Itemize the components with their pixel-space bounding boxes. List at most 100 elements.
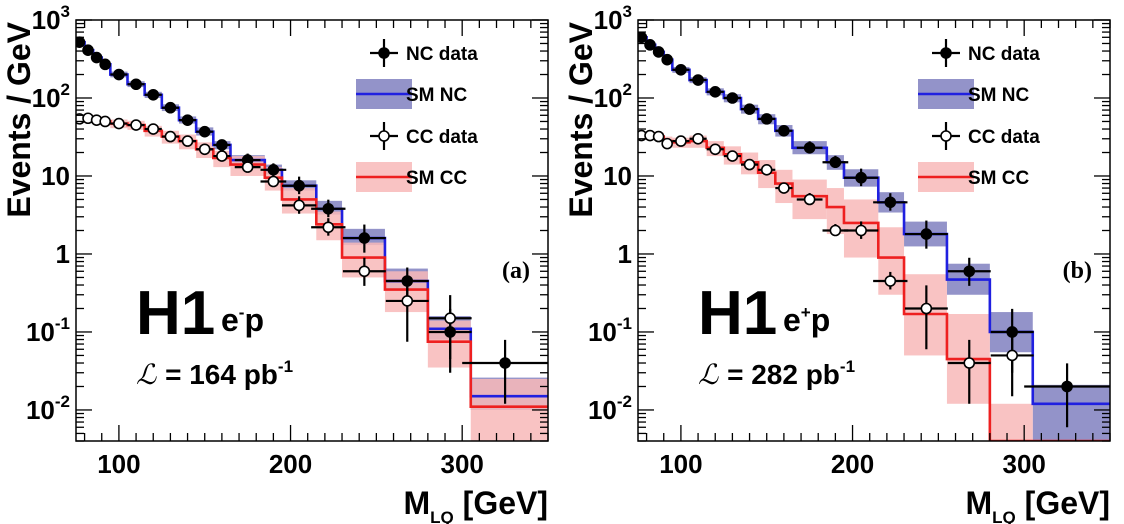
data-point [904, 285, 948, 350]
data-point [758, 113, 776, 125]
luminosity-label: ℒ = 164 pb-1 [136, 357, 293, 391]
y-tick-label: 10 [603, 161, 632, 191]
data-point [90, 114, 103, 126]
data-point [689, 74, 707, 86]
marker [322, 221, 335, 234]
marker [267, 164, 280, 176]
marker [778, 182, 790, 194]
legend-item: SM CC [356, 162, 468, 192]
legend-item: SM CC [918, 162, 1030, 192]
marker [130, 78, 142, 91]
marker [726, 92, 739, 104]
data-point [652, 130, 665, 143]
x-tick-label: 300 [1002, 449, 1045, 479]
x-axis-label: MLQ [GeV] [404, 485, 549, 524]
beam-label: e+p [783, 302, 830, 338]
panel-label: (b) [1063, 258, 1092, 284]
marker [322, 202, 335, 215]
data-point [99, 115, 111, 128]
marker [855, 224, 867, 237]
data-point [843, 168, 879, 187]
y-tick-label: 10 [41, 161, 70, 191]
data-point [822, 224, 849, 237]
data-point [127, 78, 145, 91]
marker [963, 357, 976, 369]
marker [358, 265, 371, 278]
data-point [740, 158, 759, 171]
marker [675, 63, 687, 76]
data-point [144, 88, 162, 101]
marker [90, 51, 103, 64]
data-point [110, 68, 128, 81]
marker [216, 150, 228, 162]
marker [99, 58, 111, 71]
x-tick-label: 200 [269, 449, 312, 479]
data-point [672, 135, 690, 147]
data-point [281, 196, 317, 214]
marker [884, 196, 897, 209]
data-point [873, 271, 908, 290]
marker [130, 119, 142, 131]
marker [709, 143, 722, 156]
data-point [213, 150, 231, 162]
legend-label: NC data [968, 44, 1040, 65]
marker [661, 137, 673, 150]
data-point [110, 117, 128, 130]
data-point [90, 51, 103, 64]
legend: NC data SM NC CC data SM CC [918, 39, 1040, 192]
marker [675, 135, 687, 147]
data-point [99, 58, 111, 71]
legend-item: SM NC [918, 79, 1030, 109]
marker [293, 199, 305, 212]
marker [241, 161, 254, 173]
marker [709, 86, 722, 98]
band-sm-cc [76, 114, 548, 441]
data-point [843, 221, 879, 239]
marker [164, 130, 177, 143]
data-point [127, 119, 145, 131]
experiment-name: H1 [698, 279, 777, 348]
marker [644, 39, 656, 51]
marker [113, 117, 125, 130]
panel-label: (a) [502, 258, 530, 284]
x-axis-label: MLQ [GeV] [966, 485, 1111, 524]
marker [760, 164, 773, 176]
y-tick-label: 1 [618, 239, 632, 269]
data-point [178, 135, 197, 147]
y-tick-label: 10-1 [588, 314, 632, 347]
marker [803, 193, 816, 206]
marker [884, 275, 897, 287]
marker [963, 265, 976, 278]
data-point [82, 44, 94, 57]
marker [652, 130, 665, 143]
y-tick-label: 102 [594, 80, 632, 113]
legend-marker [378, 47, 390, 59]
legend-marker [378, 130, 390, 142]
marker [147, 123, 160, 135]
legend-marker [940, 130, 952, 142]
data-point [161, 130, 179, 143]
marker [743, 158, 756, 171]
data-point [342, 224, 386, 253]
experiment-name: H1 [136, 279, 215, 348]
y-tick-label: 10-2 [588, 392, 632, 425]
marker [293, 179, 305, 192]
data-point [281, 176, 317, 195]
marker [198, 125, 211, 138]
data-point [342, 257, 386, 286]
legend-marker [940, 47, 952, 59]
marker [1006, 349, 1018, 362]
marker [726, 150, 739, 162]
marker [444, 312, 456, 325]
data-point [706, 86, 724, 98]
marker [99, 115, 111, 128]
data-point [213, 139, 231, 151]
plot-area [76, 36, 548, 441]
beam-label: e-p [221, 302, 264, 338]
marker [920, 228, 933, 240]
band-bin [1032, 384, 1110, 441]
marker [778, 124, 790, 137]
points-cc-data [76, 112, 472, 360]
